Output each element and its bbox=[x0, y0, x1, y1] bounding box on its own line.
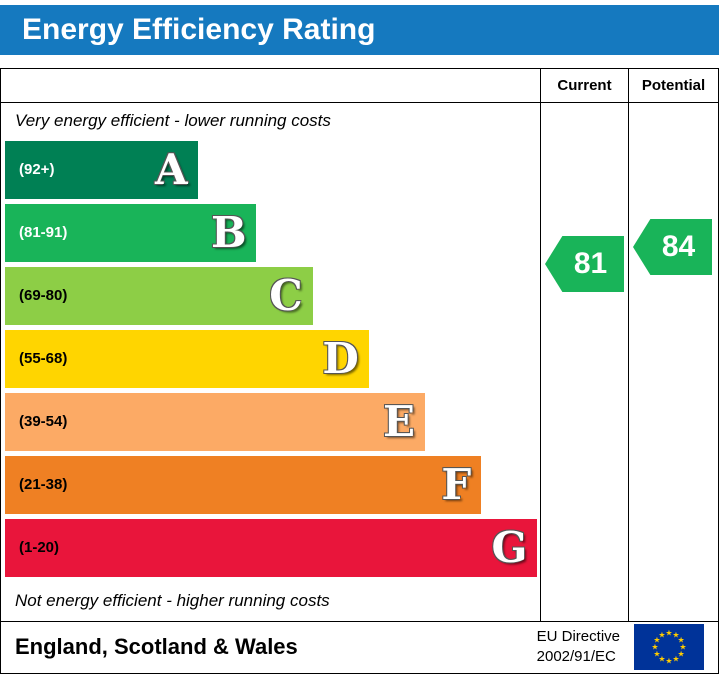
chart-footer: England, Scotland & Wales EU Directive 2… bbox=[1, 622, 718, 671]
eu-flag-star: ★ bbox=[653, 649, 660, 658]
eu-directive-line2: 2002/91/EC bbox=[536, 647, 616, 665]
band-row-f: (21-38) F bbox=[5, 453, 540, 516]
eu-directive-label: EU Directive 2002/91/EC bbox=[537, 627, 620, 666]
band-letter: C bbox=[269, 270, 303, 320]
potential-column-header: Potential bbox=[628, 69, 718, 102]
potential-rating-arrow: 84 bbox=[633, 219, 712, 275]
band-row-a: (92+) A bbox=[5, 138, 540, 201]
band-bar-c: (69-80) C bbox=[5, 266, 313, 325]
band-row-c: (69-80) C bbox=[5, 264, 540, 327]
page-title-bar: Energy Efficiency Rating bbox=[0, 5, 719, 55]
page-title: Energy Efficiency Rating bbox=[22, 13, 376, 46]
band-range-label: (81-91) bbox=[19, 224, 68, 241]
eu-flag-star: ★ bbox=[678, 635, 685, 644]
eu-flag-icon: ★ ★★★★★★★★★★★ bbox=[634, 623, 704, 670]
band-letter: D bbox=[322, 333, 359, 383]
bands-column: Very energy efficient - lower running co… bbox=[1, 103, 540, 621]
band-bar-f: (21-38) F bbox=[5, 455, 482, 514]
band-bar-a: (92+) A bbox=[5, 140, 198, 199]
chart-body: Very energy efficient - lower running co… bbox=[1, 103, 718, 622]
eu-flag-star: ★ bbox=[665, 628, 672, 637]
chart-header-spacer bbox=[1, 69, 540, 102]
current-rating-column: 81 bbox=[540, 103, 628, 621]
eu-flag-star: ★ bbox=[658, 630, 665, 639]
eu-flag-star: ★ bbox=[679, 642, 686, 651]
eu-flag-star: ★ bbox=[672, 630, 679, 639]
eu-flag-star: ★ bbox=[658, 654, 665, 663]
band-letter: B bbox=[210, 207, 247, 257]
band-row-d: (55-68) D bbox=[5, 327, 540, 390]
region-label: England, Scotland & Wales bbox=[15, 633, 298, 659]
band-row-b: (81-91) B bbox=[5, 201, 540, 264]
band-letter: F bbox=[441, 459, 472, 509]
current-column-header: Current bbox=[540, 69, 628, 102]
band-row-g: (1-20) G bbox=[5, 516, 540, 579]
band-range-label: (69-80) bbox=[19, 287, 68, 304]
potential-rating-column: 84 bbox=[628, 103, 718, 621]
band-letter: G bbox=[491, 522, 528, 572]
bands-container: (92+) A (81-91) B (69-80) C (55-68) D (39-54) E (2… bbox=[5, 138, 540, 579]
band-bar-e: (39-54) E bbox=[5, 392, 425, 451]
band-bar-d: (55-68) D bbox=[5, 329, 369, 388]
eu-directive-line1: EU Directive bbox=[536, 628, 620, 645]
band-range-label: (55-68) bbox=[19, 350, 68, 367]
band-range-label: (1-20) bbox=[19, 539, 60, 556]
top-note: Very energy efficient - lower running co… bbox=[15, 110, 331, 130]
chart-header-row: Current Potential bbox=[1, 69, 718, 103]
band-range-label: (92+) bbox=[19, 161, 55, 178]
eu-flag-star: ★ bbox=[672, 654, 679, 663]
band-bar-g: (1-20) G bbox=[5, 518, 538, 577]
current-rating-arrow: 81 bbox=[545, 236, 624, 292]
eu-flag-star: ★ bbox=[653, 635, 660, 644]
band-bar-b: (81-91) B bbox=[5, 203, 257, 262]
band-letter: A bbox=[155, 144, 188, 194]
band-letter: E bbox=[382, 396, 415, 446]
eu-flag-star: ★ bbox=[665, 656, 672, 665]
bottom-note: Not energy efficient - higher running co… bbox=[15, 591, 330, 610]
band-range-label: (39-54) bbox=[19, 413, 68, 430]
eu-flag-star: ★ bbox=[678, 649, 685, 658]
band-range-label: (21-38) bbox=[19, 476, 68, 493]
band-row-e: (39-54) E bbox=[5, 390, 540, 453]
epc-chart: Current Potential Very energy efficient … bbox=[0, 68, 719, 674]
eu-flag-star: ★ bbox=[651, 642, 658, 651]
